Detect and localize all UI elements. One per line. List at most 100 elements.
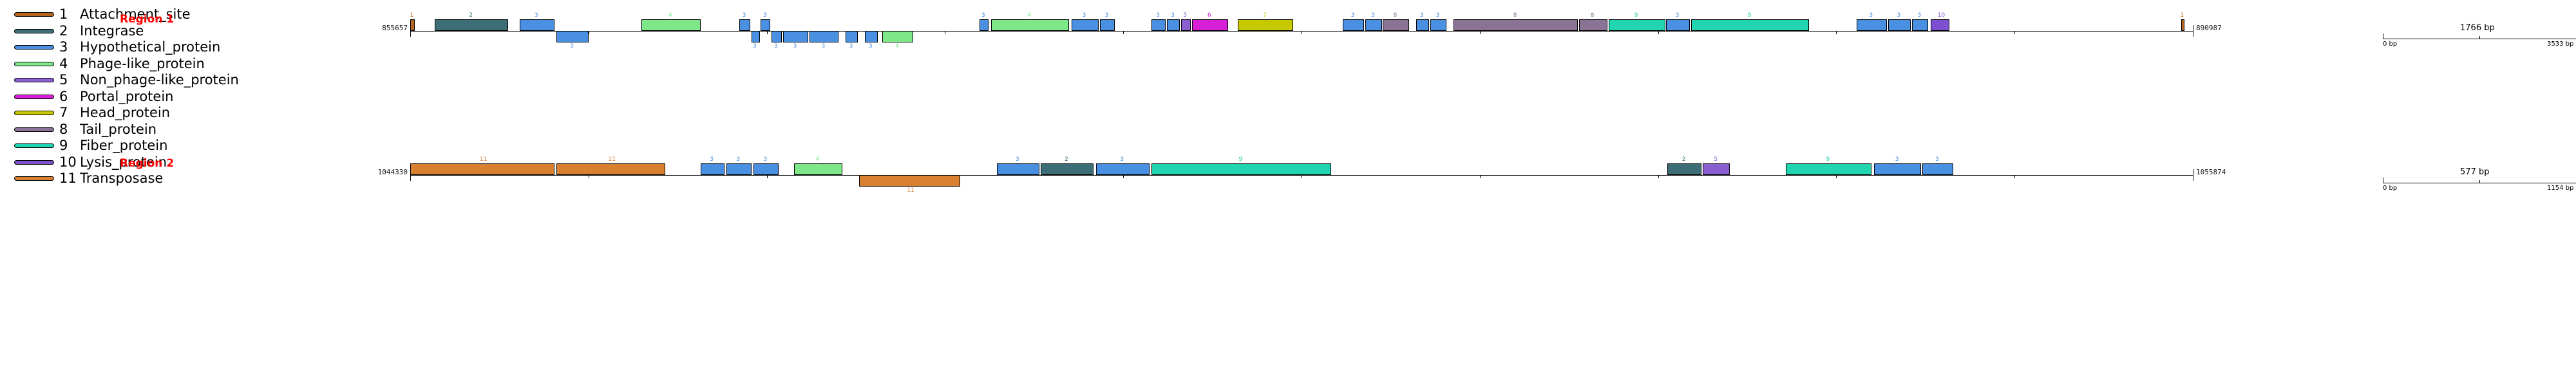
- gene-feature[interactable]: [1181, 19, 1191, 31]
- scalebar-label-mid: 1766 bp: [2460, 23, 2495, 33]
- gene-feature[interactable]: [1785, 163, 1872, 175]
- gene-feature[interactable]: [1416, 19, 1429, 31]
- gene-feature[interactable]: [1666, 19, 1690, 31]
- gene-label: 9: [1826, 156, 1830, 163]
- gene-feature[interactable]: [520, 19, 554, 31]
- gene-feature[interactable]: [1454, 19, 1578, 31]
- gene-feature[interactable]: [882, 31, 913, 42]
- gene-feature[interactable]: [1931, 19, 1950, 31]
- gene-feature[interactable]: [761, 19, 771, 31]
- legend-item-number: 4: [59, 55, 68, 71]
- legend-item-number: 9: [59, 138, 68, 153]
- legend-color-swatch-icon: [14, 12, 54, 17]
- gene-feature[interactable]: [793, 163, 842, 175]
- legend-item[interactable]: 7 Head_protein: [0, 105, 170, 121]
- gene-feature[interactable]: [1040, 163, 1094, 175]
- legend-item[interactable]: 11 Transposase: [0, 170, 164, 187]
- gene-feature[interactable]: [435, 19, 509, 31]
- legend-color-swatch-icon: [14, 28, 54, 33]
- legend-item-label: Transposase: [80, 170, 164, 186]
- legend-color-swatch-icon: [14, 78, 54, 82]
- gene-feature[interactable]: [771, 31, 782, 42]
- gene-label: 4: [815, 156, 820, 163]
- legend-item[interactable]: 3 Hypothetical_protein: [0, 39, 220, 55]
- gene-feature[interactable]: [726, 163, 752, 175]
- gene-label: 3: [821, 43, 826, 50]
- legend-color-swatch-icon: [14, 176, 54, 181]
- region-end-coordinate: 1055874: [2196, 168, 2226, 176]
- gene-feature[interactable]: [997, 163, 1040, 175]
- legend-item-number: 1: [59, 6, 68, 22]
- gene-feature[interactable]: [979, 19, 989, 31]
- gene-feature[interactable]: [1874, 163, 1922, 175]
- baseline-tick: [2014, 175, 2016, 178]
- gene-feature[interactable]: [1690, 19, 1810, 31]
- legend-color-swatch-icon: [14, 127, 54, 132]
- gene-feature[interactable]: [1191, 19, 1229, 31]
- legend-item-number: 2: [59, 23, 68, 39]
- legend-item[interactable]: 9 Fiber_protein: [0, 138, 167, 154]
- gene-feature[interactable]: [556, 163, 665, 175]
- gene-feature[interactable]: [1238, 19, 1294, 31]
- gene-feature[interactable]: [1888, 19, 1911, 31]
- gene-label: 3: [1897, 12, 1901, 19]
- legend-item[interactable]: 1 Attachment_site: [0, 6, 191, 23]
- gene-feature[interactable]: [1430, 19, 1447, 31]
- gene-feature[interactable]: [1667, 163, 1702, 175]
- legend-item[interactable]: 10 Lysis_protein: [0, 154, 167, 170]
- gene-feature[interactable]: [751, 31, 760, 42]
- gene-feature[interactable]: [1343, 19, 1365, 31]
- gene-feature[interactable]: [846, 31, 858, 42]
- gene-feature[interactable]: [739, 19, 750, 31]
- gene-feature[interactable]: [809, 31, 839, 42]
- gene-feature[interactable]: [858, 175, 961, 187]
- gene-feature[interactable]: [1608, 19, 1665, 31]
- legend-item[interactable]: 6 Portal_protein: [0, 88, 173, 105]
- gene-feature[interactable]: [1365, 19, 1382, 31]
- gene-feature[interactable]: [864, 31, 878, 42]
- gene-feature[interactable]: [753, 163, 779, 175]
- legend-item[interactable]: 4 Phage-like_protein: [0, 55, 205, 72]
- gene-feature[interactable]: [1071, 19, 1099, 31]
- gene-label: 3: [1869, 12, 1873, 19]
- gene-feature[interactable]: [1099, 19, 1115, 31]
- gene-feature[interactable]: [1151, 163, 1331, 175]
- gene-feature[interactable]: [1151, 19, 1166, 31]
- gene-feature[interactable]: [1703, 163, 1730, 175]
- gene-feature[interactable]: [1578, 19, 1607, 31]
- gene-feature[interactable]: [2181, 19, 2185, 31]
- gene-label: 3: [1675, 12, 1680, 19]
- gene-label: 3: [710, 156, 714, 163]
- gene-feature[interactable]: [410, 19, 415, 31]
- legend-item-label: Head_protein: [80, 105, 171, 120]
- legend-item-number: 6: [59, 88, 68, 104]
- baseline-tick: [1836, 175, 1837, 178]
- legend-color-swatch-icon: [14, 160, 54, 165]
- legend-item[interactable]: 2 Integrase: [0, 23, 161, 39]
- gene-label: 5: [1183, 12, 1188, 19]
- gene-feature[interactable]: [1911, 19, 1929, 31]
- baseline-tick: [1479, 175, 1481, 178]
- scalebar-label-right: 3533 bp: [2547, 41, 2574, 48]
- gene-feature[interactable]: [410, 163, 554, 175]
- region-start-coordinate: 1044330: [377, 168, 408, 176]
- legend-item[interactable]: 5 Non_phage-like_protein: [0, 72, 239, 88]
- gene-feature[interactable]: [556, 31, 589, 42]
- gene-label: 5: [1714, 156, 1718, 163]
- region-title: Region 1: [120, 13, 175, 26]
- gene-feature[interactable]: [1383, 19, 1409, 31]
- gene-feature[interactable]: [990, 19, 1069, 31]
- legend-item[interactable]: 8 Tail_protein: [0, 122, 161, 138]
- baseline-tick: [1123, 31, 1124, 34]
- gene-feature[interactable]: [783, 31, 808, 42]
- gene-feature[interactable]: [1856, 19, 1888, 31]
- gene-feature[interactable]: [1167, 19, 1180, 31]
- gene-feature[interactable]: [1922, 163, 1953, 175]
- gene-label: 2: [1065, 156, 1068, 163]
- gene-feature[interactable]: [700, 163, 724, 175]
- scalebar-mid-tick: [2479, 36, 2480, 39]
- gene-label: 11: [608, 156, 616, 163]
- gene-feature[interactable]: [1096, 163, 1150, 175]
- gene-feature[interactable]: [641, 19, 701, 31]
